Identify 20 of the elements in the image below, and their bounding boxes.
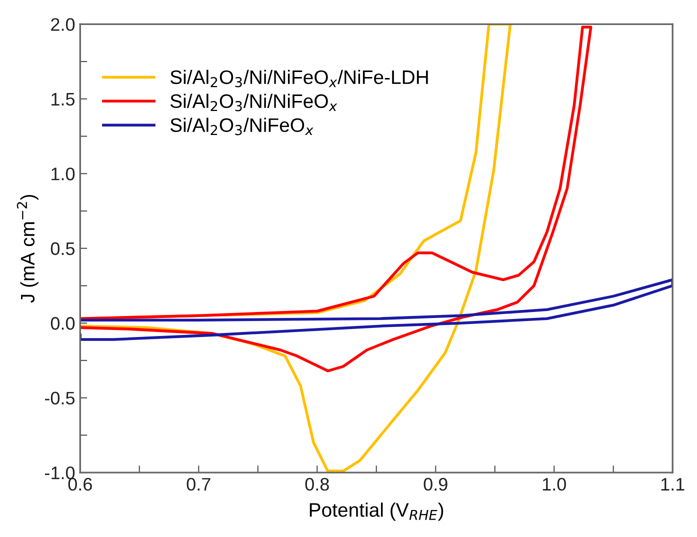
line-series xyxy=(80,278,673,341)
y-tick-label: 2.0 xyxy=(51,18,75,31)
x-tick-label: 1.1 xyxy=(661,478,684,491)
x-tick-label: 1.0 xyxy=(542,478,566,491)
y-axis-title: J (mA cm$^{−2}$) xyxy=(16,194,38,303)
y-tick-label: 0.0 xyxy=(50,317,75,330)
y-tick-label: -1.0 xyxy=(44,466,75,480)
x-tick-label: 0.8 xyxy=(305,478,329,491)
x-axis-title: Potential (V$_{RHE}$) xyxy=(310,502,444,521)
legend-label: Si/Al$_{2}$O$_{3}$/Ni/NiFeO$_{x}$/NiFe-LDH xyxy=(170,70,428,88)
y-tick-label: -0.5 xyxy=(44,392,75,405)
y-tick-label: 1.5 xyxy=(52,93,75,106)
x-tick-label: 0.7 xyxy=(186,478,210,491)
line-series xyxy=(80,26,592,372)
legend-label: Si/Al$_{2}$O$_{3}$/Ni/NiFeO$_{x}$ xyxy=(170,94,338,112)
x-tick-label: 0.9 xyxy=(424,478,448,491)
y-tick-label: 0.5 xyxy=(50,242,75,256)
y-tick-label: 1.0 xyxy=(52,168,75,180)
x-tick-label: 0.6 xyxy=(68,478,92,491)
legend-label: Si/Al$_{2}$O$_{3}$/NiFeO$_{x}$ xyxy=(170,118,314,136)
